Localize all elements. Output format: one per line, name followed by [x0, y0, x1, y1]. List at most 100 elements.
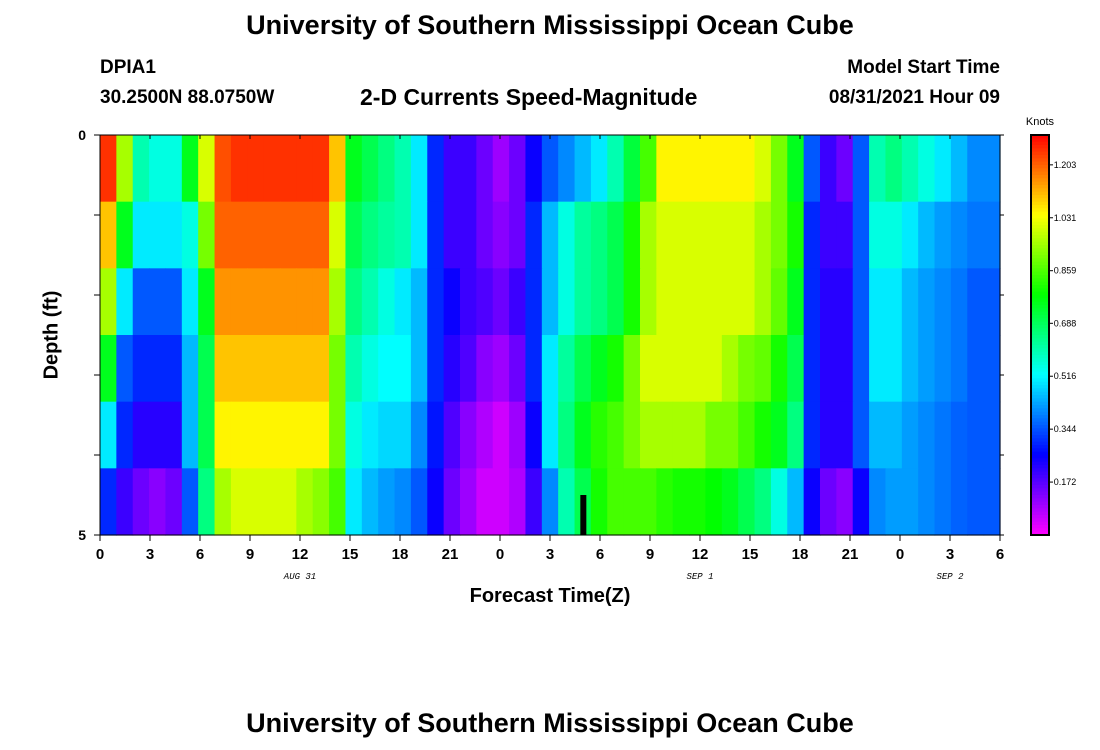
heatmap-cell [590, 135, 608, 203]
colorbar-segment [1031, 198, 1049, 203]
colorbar-segment [1031, 135, 1049, 139]
heatmap-cell [378, 335, 396, 403]
heatmap-cell [312, 201, 330, 269]
heatmap-cell [852, 201, 870, 269]
colorbar-segment [1031, 168, 1049, 173]
heatmap-cell [230, 468, 248, 536]
heatmap-cell [361, 135, 379, 203]
heatmap-cell [312, 135, 330, 203]
heatmap-cell [280, 201, 297, 269]
heatmap-cell [214, 335, 232, 403]
heatmap-cell [869, 135, 887, 203]
heatmap-cell [623, 401, 641, 469]
colorbar-tick-label: 0.688 [1054, 318, 1077, 328]
heatmap-cell [754, 135, 772, 203]
heatmap-cell [509, 201, 527, 269]
model-start-label: Model Start Time [847, 57, 1000, 78]
heatmap-cell [509, 135, 527, 203]
heatmap-cell [345, 201, 363, 269]
colorbar-segment [1031, 435, 1049, 439]
heatmap-cell [541, 201, 559, 269]
colorbar-segment [1031, 445, 1049, 449]
date-label: SEP 1 [686, 572, 713, 582]
heatmap-cell [345, 268, 363, 336]
colorbar-segment [1031, 278, 1049, 283]
heatmap-cell [918, 468, 936, 536]
heatmap-cell [378, 268, 396, 336]
colorbar-segment [1031, 178, 1049, 183]
heatmap-cell [149, 268, 167, 336]
heatmap-cell [165, 401, 183, 469]
date-label: SEP 2 [936, 572, 964, 582]
heatmap-cell [803, 335, 821, 403]
colorbar-segment [1031, 248, 1049, 253]
heatmap-cell [885, 401, 903, 469]
colorbar-tick-label: 1.031 [1054, 213, 1077, 223]
heatmap-cell [623, 201, 641, 269]
colorbar-segment [1031, 438, 1049, 443]
heatmap-cell [705, 401, 723, 469]
heatmap-cell [607, 201, 625, 269]
heatmap-cell [901, 201, 919, 269]
heatmap-cell [116, 268, 134, 336]
heatmap-cell [738, 268, 756, 336]
heatmap-cell [198, 135, 216, 203]
heatmap-cell [558, 468, 576, 536]
colorbar-segment [1031, 185, 1049, 189]
heatmap-cell [476, 135, 494, 203]
heatmap-cell [116, 135, 134, 203]
colorbar-segment [1031, 301, 1049, 306]
colorbar-segment [1031, 428, 1049, 433]
heatmap-cell [460, 468, 477, 536]
heatmap-cell [770, 401, 788, 469]
heatmap-cell [230, 201, 248, 269]
heatmap-cell [950, 268, 968, 336]
x-tick-label: 21 [442, 546, 459, 563]
heatmap-cell [590, 401, 608, 469]
colorbar-segment [1031, 505, 1049, 509]
heatmap-cell [803, 468, 821, 536]
heatmap-cell [770, 135, 788, 203]
heatmap-cell [410, 468, 428, 536]
heatmap-cell [198, 468, 216, 536]
heatmap-cell [378, 201, 396, 269]
heatmap-cell [623, 335, 641, 403]
heatmap-cell [525, 468, 543, 536]
heatmap-cell [607, 135, 625, 203]
heatmap-cell [656, 335, 674, 403]
heatmap-cell [214, 135, 232, 203]
heatmap-cell [198, 268, 216, 336]
x-tick-label: 0 [496, 546, 504, 563]
colorbar-segment [1031, 375, 1049, 379]
heatmap-cell [214, 468, 232, 536]
colorbar-segment [1031, 175, 1049, 179]
heatmap-cell [738, 401, 756, 469]
heatmap-cell [492, 201, 510, 269]
heatmap-cell [934, 468, 952, 536]
heatmap-cell [918, 201, 936, 269]
colorbar-segment [1031, 291, 1049, 296]
heatmap-cell [983, 201, 1001, 269]
heatmap-cell [869, 268, 887, 336]
x-tick-label: 3 [946, 546, 954, 563]
colorbar-segment [1031, 141, 1049, 146]
x-tick-label: 12 [692, 546, 709, 563]
colorbar-segment [1031, 521, 1049, 526]
heatmap-cell [427, 135, 445, 203]
colorbar: 1.203 1.031 0.859 0.688 0.516 0.344 0.172 Knots [1026, 116, 1076, 536]
current-time-marker [580, 495, 587, 535]
colorbar-segment [1031, 388, 1049, 393]
colorbar-segment [1031, 508, 1049, 513]
colorbar-segment [1031, 475, 1049, 479]
heatmap-cell [721, 468, 739, 536]
colorbar-segment [1031, 401, 1049, 406]
heatmap-cell [312, 335, 330, 403]
colorbar-tick-label: 0.516 [1054, 371, 1077, 381]
colorbar-frame [1030, 134, 1050, 536]
colorbar-segment [1031, 515, 1049, 519]
heatmap-cell [181, 335, 199, 403]
heatmap-cell [149, 335, 167, 403]
heatmap-cell [460, 335, 477, 403]
y-tick-label: 0 [78, 127, 86, 143]
heatmap-cell [132, 335, 150, 403]
